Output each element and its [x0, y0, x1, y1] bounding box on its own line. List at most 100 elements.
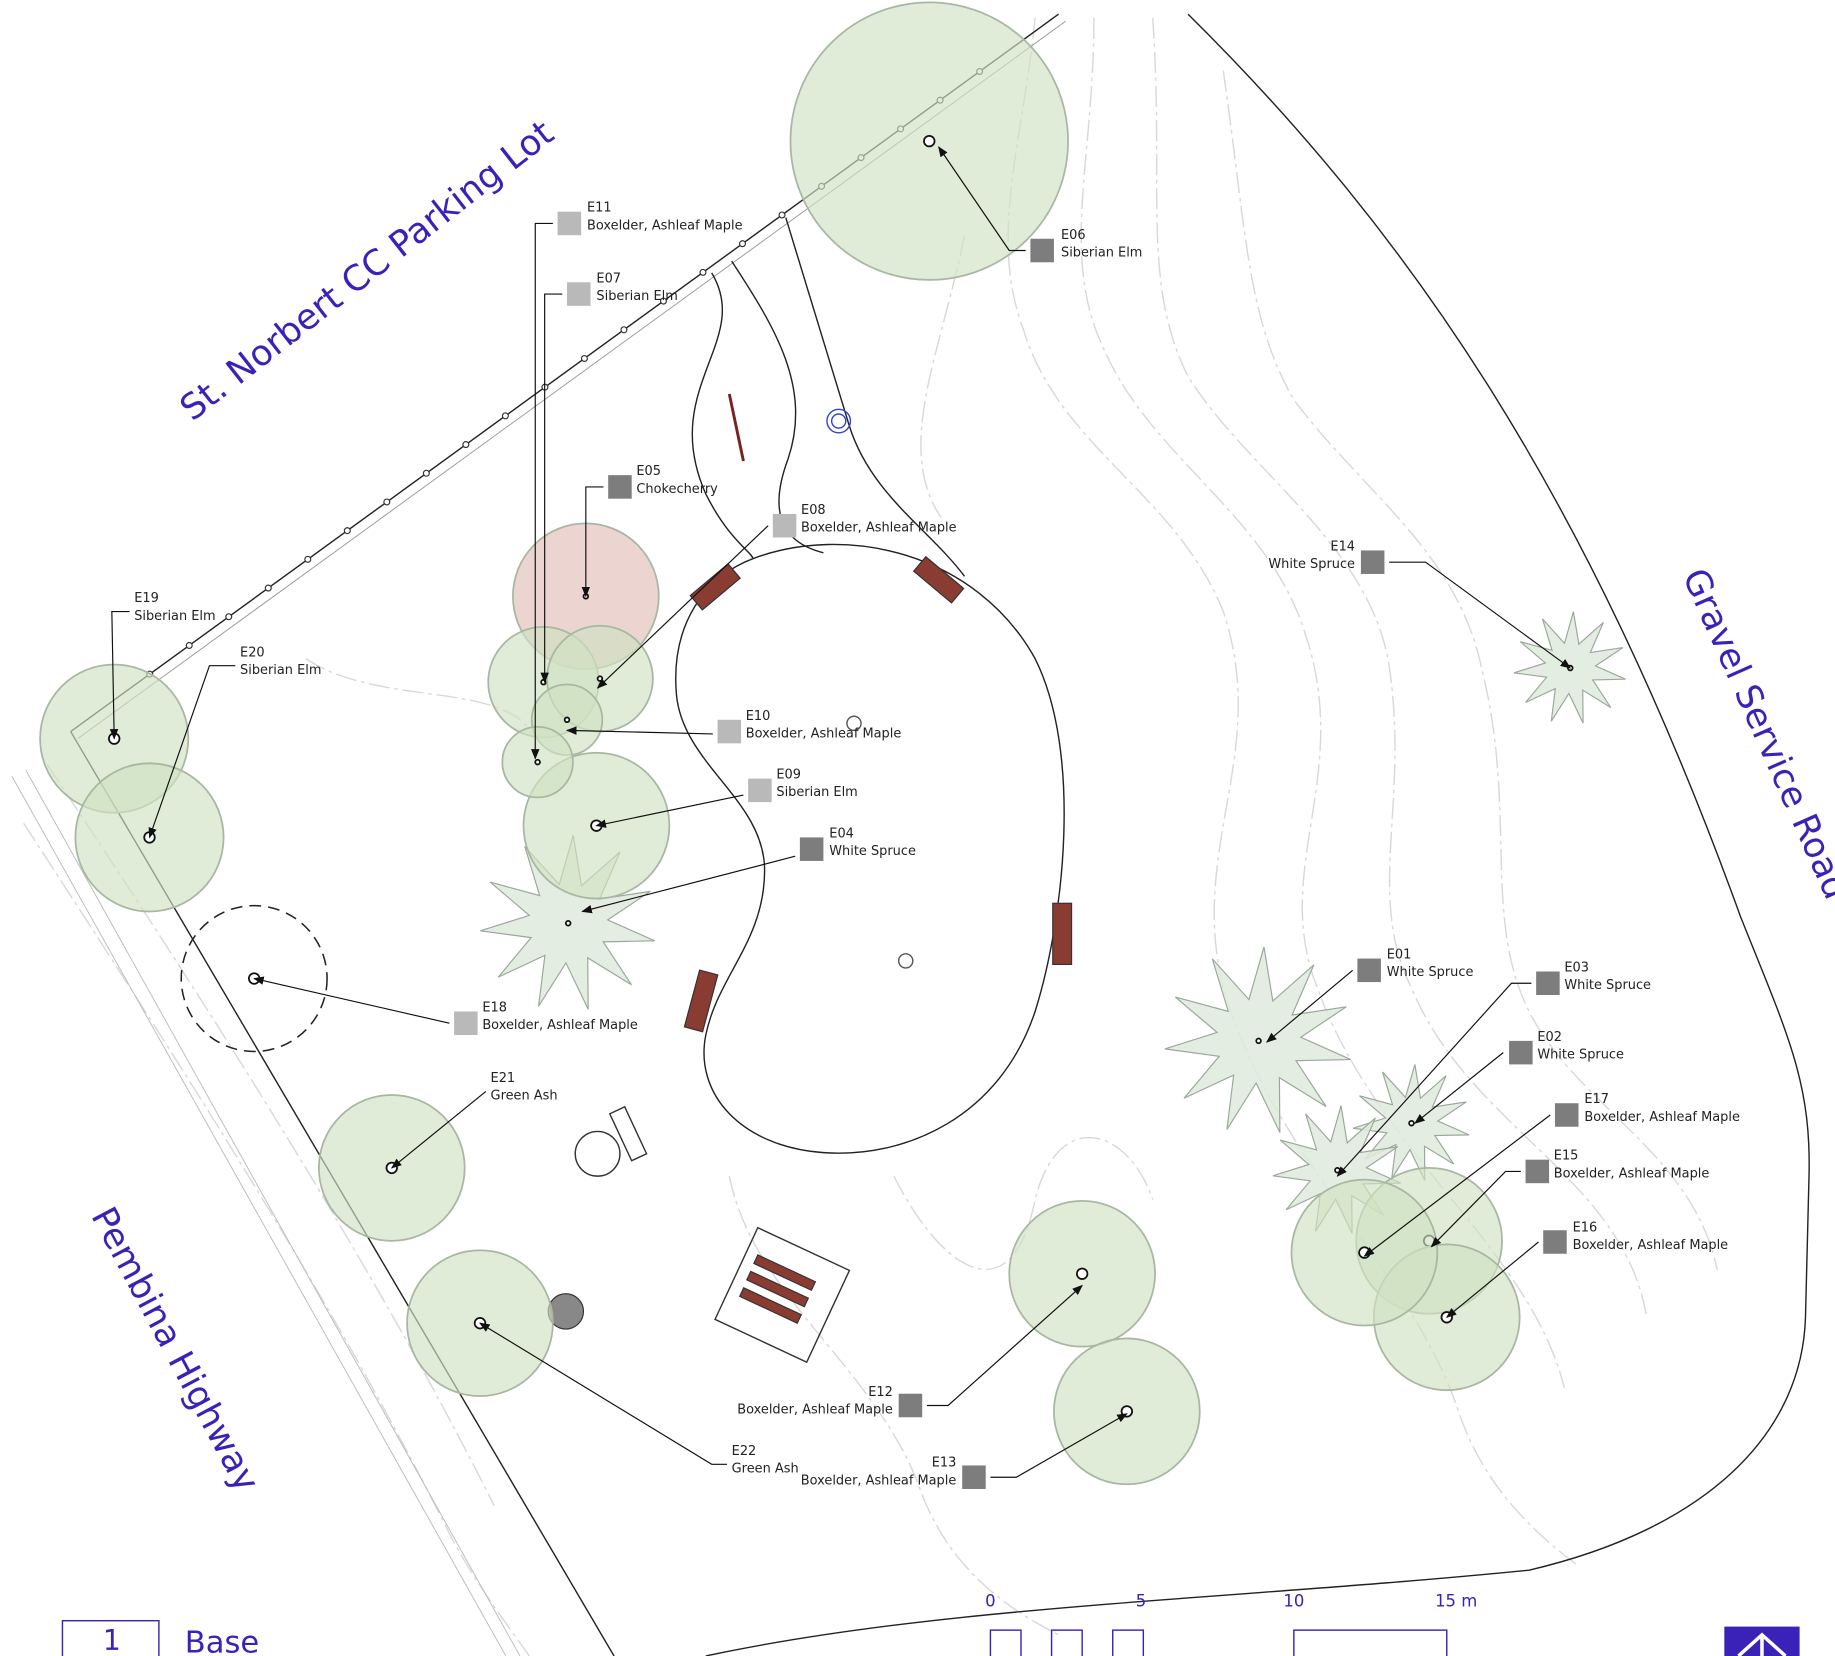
- tag-square: [800, 837, 824, 861]
- scale-label: 5: [1136, 1592, 1146, 1611]
- tree-name: Boxelder, Ashleaf Maple: [1584, 1110, 1740, 1125]
- tag-square: [1536, 971, 1560, 995]
- tree-id: E10: [746, 709, 771, 724]
- road-label: Gravel Service Road: [1674, 563, 1835, 906]
- tree-id: E02: [1537, 1030, 1562, 1045]
- tree-id: E06: [1061, 228, 1086, 243]
- tag-square: [1543, 1230, 1567, 1254]
- tree-id: E15: [1554, 1149, 1579, 1164]
- tag-square: [1509, 1041, 1533, 1065]
- tree-id: E19: [134, 591, 159, 606]
- tree-id: E21: [491, 1071, 516, 1086]
- tree-id: E11: [587, 201, 612, 216]
- tree-name: Boxelder, Ashleaf Maple: [801, 521, 957, 536]
- bollard: [700, 269, 706, 275]
- tree-name: Siberian Elm: [1061, 245, 1142, 260]
- road-label: St. Norbert CC Parking Lot: [173, 113, 562, 429]
- tree-name: White Spruce: [1268, 557, 1355, 572]
- tree-id: E05: [636, 464, 661, 479]
- trunk: [1077, 1268, 1088, 1279]
- tree-name: White Spruce: [1387, 965, 1474, 980]
- tag-square: [718, 720, 742, 744]
- bollard: [186, 643, 192, 649]
- tree-name: Siberian Elm: [596, 289, 677, 304]
- bollard: [305, 556, 311, 562]
- scale-label: 10: [1283, 1592, 1304, 1611]
- tag-square: [748, 779, 772, 803]
- tag-square: [1526, 1160, 1550, 1184]
- trunk: [1335, 1168, 1340, 1173]
- bollard: [265, 585, 271, 591]
- tree-id: E22: [732, 1444, 757, 1459]
- leader-line: [1415, 1053, 1503, 1124]
- tree-id: E08: [801, 503, 826, 518]
- tree-name: White Spruce: [1537, 1048, 1624, 1063]
- tree-name: Boxelder, Ashleaf Maple: [1554, 1166, 1710, 1181]
- tree-id: E13: [932, 1456, 957, 1471]
- site-plan: E01 White Spruce E02 White Spruce E03 White S…: [0, 0, 1835, 1656]
- tree-id: E20: [240, 645, 265, 660]
- tag-square: [454, 1011, 478, 1035]
- bollard: [740, 241, 746, 247]
- road-label: Pembina Highway: [83, 1200, 267, 1498]
- tag-square: [1357, 959, 1381, 983]
- trunk: [1256, 1039, 1261, 1044]
- trunk: [1122, 1406, 1133, 1417]
- trunk: [1409, 1121, 1414, 1126]
- trunk: [566, 921, 571, 926]
- tree-id: E12: [868, 1385, 893, 1400]
- trunk: [535, 760, 540, 765]
- tree-name: White Spruce: [829, 844, 916, 859]
- tag-square: [962, 1465, 986, 1489]
- tree-id: E18: [482, 1000, 507, 1015]
- bollard: [502, 413, 508, 419]
- tree-name: Boxelder, Ashleaf Maple: [482, 1018, 638, 1033]
- tree-name: Boxelder, Ashleaf Maple: [587, 218, 743, 233]
- tree-name: Siberian Elm: [776, 785, 857, 800]
- tree-id: E07: [596, 271, 621, 286]
- tree-id: E01: [1387, 948, 1412, 963]
- tag-square: [1555, 1103, 1579, 1127]
- tree-name: White Spruce: [1564, 978, 1651, 993]
- title-block: 1 Base: [62, 1621, 259, 1656]
- scale-label: 15 m: [1435, 1592, 1477, 1611]
- sheet-title: Base: [185, 1625, 259, 1656]
- tree-name: Chokecherry: [636, 482, 718, 497]
- tree-name: Boxelder, Ashleaf Maple: [1573, 1238, 1729, 1253]
- bollard: [384, 499, 390, 505]
- tree-id: E03: [1564, 960, 1589, 975]
- bollard: [423, 470, 429, 476]
- bollard: [581, 356, 587, 362]
- scale-bar: 0 5 10 15 m: [985, 1592, 1477, 1656]
- sheet-number: 1: [103, 1624, 121, 1656]
- bollard: [621, 327, 627, 333]
- tag-square: [773, 514, 797, 538]
- tree-name: Siberian Elm: [240, 663, 321, 678]
- bollard: [463, 442, 469, 448]
- tag-square: [1361, 550, 1385, 574]
- tree-name: Boxelder, Ashleaf Maple: [801, 1473, 957, 1488]
- tag-square: [899, 1394, 923, 1418]
- tree-id: E09: [776, 768, 801, 783]
- bollard: [344, 528, 350, 534]
- north-arrow: [1724, 1627, 1799, 1656]
- tree-name: Boxelder, Ashleaf Maple: [746, 726, 902, 741]
- tree-id: E04: [829, 826, 854, 841]
- tag-square: [558, 212, 582, 236]
- trunk: [924, 136, 935, 147]
- tree-id: E14: [1330, 539, 1355, 554]
- trunk: [598, 676, 603, 681]
- tree-name: Siberian Elm: [134, 609, 215, 624]
- tree-name: Green Ash: [491, 1089, 558, 1104]
- tag-square: [567, 282, 591, 306]
- bollard: [226, 614, 232, 620]
- bollard: [779, 212, 785, 218]
- tree-id: E16: [1573, 1220, 1598, 1235]
- tree-name: Boxelder, Ashleaf Maple: [737, 1403, 893, 1418]
- scale-label: 0: [985, 1592, 995, 1611]
- trunk: [565, 717, 570, 722]
- tag-square: [1030, 239, 1054, 263]
- tree-name: Green Ash: [732, 1462, 799, 1477]
- tag-square: [608, 475, 632, 499]
- leader-line: [254, 979, 449, 1024]
